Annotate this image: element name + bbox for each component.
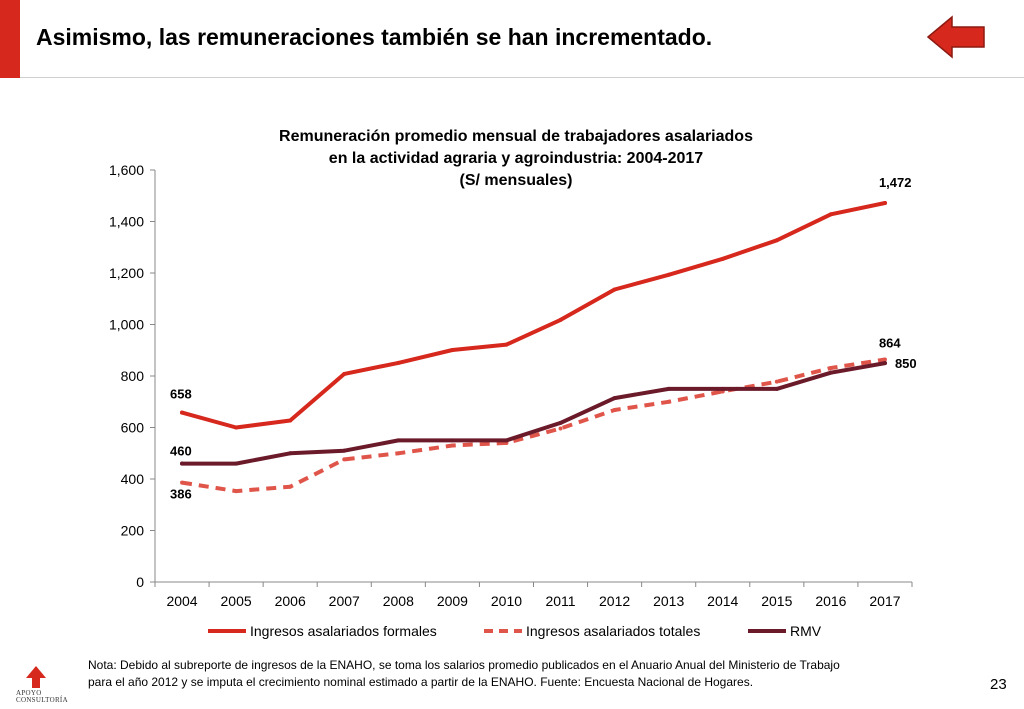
x-tick-label: 2013 <box>653 593 684 609</box>
y-tick-label: 200 <box>121 523 145 539</box>
legend-label-3: RMV <box>790 623 822 639</box>
data-point <box>288 418 293 423</box>
page-title: Asimismo, las remuneraciones también se … <box>36 24 713 50</box>
chart-legend: Ingresos asalariados formales Ingresos as… <box>208 623 822 639</box>
y-tick-label: 1,600 <box>109 162 144 178</box>
x-tick-label: 2014 <box>707 593 738 609</box>
data-point <box>396 360 401 365</box>
data-point <box>612 396 617 401</box>
data-point <box>288 451 293 456</box>
series-line-1 <box>180 201 887 430</box>
data-point <box>666 386 671 391</box>
data-point <box>558 426 563 431</box>
left-arrow-icon[interactable] <box>926 14 988 60</box>
x-tick-label: 2012 <box>599 593 630 609</box>
y-tick-label: 0 <box>136 574 144 590</box>
data-point <box>882 357 887 362</box>
x-tick-label: 2007 <box>329 593 360 609</box>
data-point <box>450 438 455 443</box>
y-tick-label: 800 <box>121 368 145 384</box>
chart-title-line-3: (S/ mensuales) <box>460 172 573 189</box>
data-point <box>720 256 725 261</box>
footnote-line-2: para el año 2012 y se imputa el crecimie… <box>88 675 754 689</box>
logo-text-2: CONSULTORÍA <box>16 696 68 704</box>
apoyo-logo: APOYO CONSULTORÍA <box>16 666 68 704</box>
data-point <box>180 461 185 466</box>
data-point <box>828 212 833 217</box>
data-point <box>288 484 293 489</box>
chart-title-line-2: en la actividad agraria y agroindustria:… <box>329 150 703 167</box>
chart-data-labels: 658 1,472 386 864 460 850 <box>170 175 917 502</box>
data-point <box>180 480 185 485</box>
data-label-last: 1,472 <box>879 175 912 190</box>
legend-label-2: Ingresos asalariados totales <box>526 623 700 639</box>
x-tick-label: 2010 <box>491 593 522 609</box>
footnote-line-1: Nota: Debido al subreporte de ingresos d… <box>88 658 840 672</box>
data-point <box>882 361 887 366</box>
data-label-last: 864 <box>879 336 901 351</box>
y-tick-label: 1,400 <box>109 214 144 230</box>
header-divider <box>20 77 1024 78</box>
data-point <box>882 200 887 205</box>
x-tick-label: 2004 <box>166 593 197 609</box>
chart-axes: 0 200 400 600 800 1,000 1,200 1,400 1,600 2004 200… <box>109 162 913 609</box>
y-tick-label: 1,000 <box>109 317 144 333</box>
data-point <box>504 438 509 443</box>
data-point <box>774 379 779 384</box>
logo-text-1: APOYO <box>16 689 42 697</box>
series-line-3 <box>180 361 887 466</box>
x-tick-label: 2015 <box>761 593 792 609</box>
data-point <box>828 370 833 375</box>
data-point <box>558 317 563 322</box>
data-point <box>504 342 509 347</box>
data-point <box>450 347 455 352</box>
x-tick-label: 2011 <box>545 593 575 609</box>
data-point <box>774 386 779 391</box>
x-tick-label: 2016 <box>815 593 846 609</box>
data-point <box>720 386 725 391</box>
data-point <box>234 489 239 494</box>
x-tick-label: 2008 <box>383 593 414 609</box>
data-point <box>450 443 455 448</box>
footnote: Nota: Debido al subreporte de ingresos d… <box>88 657 948 691</box>
data-point <box>342 371 347 376</box>
x-tick-label: 2009 <box>437 593 468 609</box>
legend-label-1: Ingresos asalariados formales <box>250 623 437 639</box>
x-tick-label: 2006 <box>275 593 306 609</box>
data-point <box>342 448 347 453</box>
data-point <box>612 407 617 412</box>
data-point <box>396 438 401 443</box>
y-tick-label: 400 <box>121 471 145 487</box>
data-point <box>396 451 401 456</box>
data-point <box>774 238 779 243</box>
data-point <box>828 366 833 371</box>
accent-bar <box>0 0 20 78</box>
chart-series <box>180 200 887 494</box>
data-label-first: 460 <box>170 444 192 459</box>
page-number: 23 <box>990 676 1007 693</box>
y-tick-label: 600 <box>121 420 145 436</box>
x-tick-label: 2005 <box>221 593 252 609</box>
y-tick-label: 1,200 <box>109 265 144 281</box>
series-line-2 <box>181 357 886 494</box>
data-point <box>234 425 239 430</box>
chart-title: Remuneración promedio mensual de trabaja… <box>279 128 753 189</box>
data-point <box>342 457 347 462</box>
data-label-first: 658 <box>170 387 192 402</box>
data-point <box>180 410 185 415</box>
x-tick-label: 2017 <box>869 593 900 609</box>
data-label-first: 386 <box>170 487 192 502</box>
data-label-last: 850 <box>895 356 917 371</box>
chart-title-line-1: Remuneración promedio mensual de trabaja… <box>279 128 753 145</box>
data-point <box>666 399 671 404</box>
data-point <box>234 461 239 466</box>
data-point <box>558 420 563 425</box>
data-point <box>612 287 617 292</box>
data-point <box>666 272 671 277</box>
